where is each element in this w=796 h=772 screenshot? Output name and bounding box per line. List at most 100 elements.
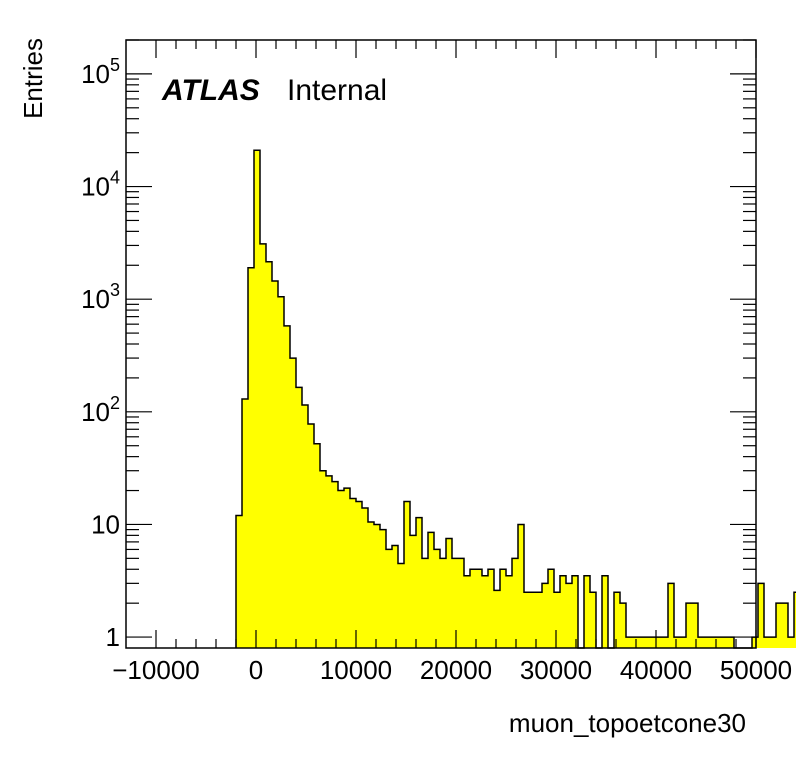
histogram-bar bbox=[668, 583, 674, 648]
y-axis-title: Entries bbox=[18, 38, 48, 119]
histogram-bar bbox=[494, 590, 500, 648]
histogram-bar bbox=[284, 325, 290, 648]
histogram-bar bbox=[614, 592, 620, 648]
histogram-bar bbox=[782, 603, 788, 648]
histogram-bar bbox=[548, 569, 554, 648]
histogram-bar bbox=[506, 575, 512, 648]
histogram-bar bbox=[584, 575, 590, 648]
histogram-bar bbox=[542, 583, 548, 648]
histogram-bar bbox=[710, 637, 716, 648]
histogram-bar bbox=[464, 575, 470, 648]
atlas-label: ATLAS bbox=[161, 74, 260, 107]
y-tick-label: 1 bbox=[106, 622, 120, 652]
histogram-bar bbox=[620, 603, 626, 648]
histogram-bar bbox=[626, 637, 632, 648]
histogram-bar bbox=[344, 488, 350, 648]
histogram-bar bbox=[698, 637, 704, 648]
axis-ticks bbox=[126, 39, 757, 648]
histogram-bar bbox=[332, 481, 338, 648]
histogram-bar bbox=[428, 532, 434, 648]
histogram-bar bbox=[248, 267, 254, 648]
y-tick-label: 102 bbox=[81, 393, 120, 427]
y-tick-label: 104 bbox=[81, 168, 120, 202]
x-axis-title: muon_topoetcone30 bbox=[509, 708, 746, 738]
histogram-bar bbox=[590, 592, 596, 648]
x-tick-label: 0 bbox=[249, 655, 263, 685]
histogram-bar bbox=[560, 575, 566, 648]
histogram-bar bbox=[524, 592, 530, 648]
x-tick-label: 20000 bbox=[420, 655, 492, 685]
histogram-bar bbox=[386, 549, 392, 648]
histogram-bar bbox=[470, 569, 476, 648]
histogram-bar bbox=[572, 575, 578, 648]
histogram-bar bbox=[242, 398, 248, 648]
histogram-bar bbox=[476, 569, 482, 648]
histogram-bar bbox=[368, 522, 374, 648]
histogram-bar bbox=[722, 637, 728, 648]
y-tick-label: 10 bbox=[91, 509, 120, 539]
histogram-bar bbox=[512, 558, 518, 648]
histogram-bar bbox=[692, 603, 698, 648]
histogram-bar bbox=[500, 569, 506, 648]
histogram-bar bbox=[446, 538, 452, 648]
histogram-bar bbox=[260, 243, 266, 648]
x-tick-label: 40000 bbox=[620, 655, 692, 685]
histogram-bar bbox=[554, 592, 560, 648]
histogram-bar bbox=[380, 529, 386, 648]
histogram-bar bbox=[704, 637, 710, 648]
histogram-bar bbox=[278, 296, 284, 648]
histogram-bar bbox=[770, 637, 776, 648]
histogram-bar bbox=[752, 637, 758, 648]
histogram-outline bbox=[235, 149, 796, 649]
tick-labels: −10000 0 10000 20000 30000 40000 50000 1 10 102 10… bbox=[81, 55, 792, 685]
histogram-bar bbox=[404, 501, 410, 648]
histogram-bar bbox=[356, 501, 362, 648]
histogram-bar bbox=[488, 569, 494, 648]
histogram-bar bbox=[536, 592, 542, 648]
histogram-bar bbox=[650, 637, 656, 648]
histogram-bar bbox=[566, 583, 572, 648]
histogram-bar bbox=[314, 443, 320, 648]
histogram-bar bbox=[674, 637, 680, 648]
histogram-bar bbox=[398, 563, 404, 648]
internal-label: Internal bbox=[287, 74, 387, 107]
histogram-bar bbox=[680, 637, 686, 648]
histogram-bar bbox=[686, 603, 692, 648]
histogram-bar bbox=[788, 637, 794, 648]
histogram-bar bbox=[632, 637, 638, 648]
histogram-bar bbox=[416, 517, 422, 648]
x-tick-label: 30000 bbox=[520, 655, 592, 685]
plot-frame bbox=[125, 39, 757, 649]
x-tick-label: −10000 bbox=[112, 655, 199, 685]
x-tick-label: 10000 bbox=[320, 655, 392, 685]
histogram-bar bbox=[518, 524, 524, 648]
histogram-bar bbox=[644, 637, 650, 648]
histogram-bar bbox=[272, 281, 278, 648]
histogram-bar bbox=[530, 592, 536, 648]
histogram-bar bbox=[350, 498, 356, 648]
histogram-bar bbox=[776, 603, 782, 648]
histogram-bar bbox=[764, 637, 770, 648]
histogram-bar bbox=[422, 558, 428, 648]
histogram-bar bbox=[308, 423, 314, 648]
histogram-bar bbox=[290, 358, 296, 648]
histogram-bar bbox=[758, 583, 764, 648]
histogram-bar bbox=[362, 507, 368, 648]
histogram-bar bbox=[392, 545, 398, 648]
histogram-bar bbox=[440, 558, 446, 648]
histogram-bar bbox=[482, 575, 488, 648]
histogram-bar bbox=[638, 637, 644, 648]
histogram-bar bbox=[602, 575, 608, 648]
y-tick-label: 103 bbox=[81, 280, 120, 314]
x-tick-label: 50000 bbox=[720, 655, 792, 685]
histogram-bar bbox=[794, 592, 796, 648]
histogram-bars bbox=[235, 149, 796, 649]
histogram-bar bbox=[236, 515, 242, 648]
histogram-bar bbox=[320, 470, 326, 648]
histogram-bar bbox=[326, 475, 332, 648]
histogram-bar bbox=[716, 637, 722, 648]
y-tick-label: 105 bbox=[81, 55, 120, 89]
histogram-bar bbox=[434, 549, 440, 648]
histogram-bar bbox=[266, 261, 272, 648]
